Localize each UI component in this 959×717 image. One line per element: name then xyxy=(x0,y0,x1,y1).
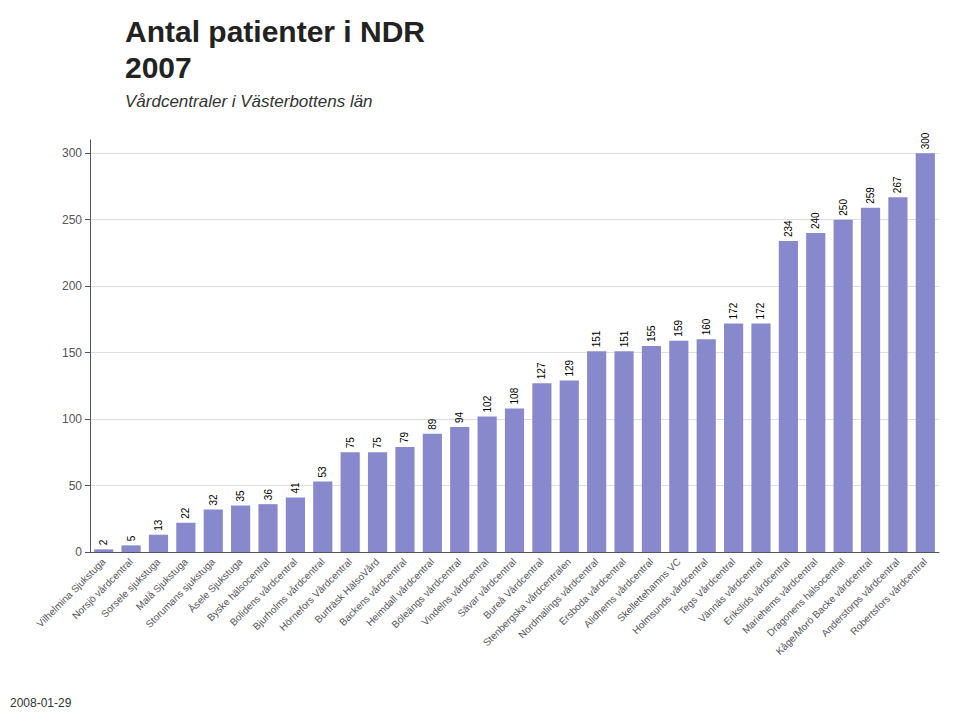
svg-text:41: 41 xyxy=(290,482,301,494)
svg-text:89: 89 xyxy=(427,418,438,430)
svg-text:2007: 2007 xyxy=(125,51,192,84)
svg-text:Backens vårdcentral: Backens vårdcentral xyxy=(337,556,409,628)
svg-text:300: 300 xyxy=(62,146,82,160)
svg-text:Kåge/Morö Backe vårdcentral: Kåge/Morö Backe vårdcentral xyxy=(774,556,875,657)
svg-text:Åsele Sjukstuga: Åsele Sjukstuga xyxy=(186,556,245,615)
svg-text:Nordmalings vårdcentral: Nordmalings vårdcentral xyxy=(516,556,601,641)
svg-text:Bjurholms vårdcentral: Bjurholms vårdcentral xyxy=(250,556,327,633)
svg-text:151: 151 xyxy=(619,330,630,347)
svg-text:Vilhelmina Sjukstuga: Vilhelmina Sjukstuga xyxy=(34,556,108,630)
svg-text:5: 5 xyxy=(126,535,137,541)
svg-text:Tegs Vårdcentral: Tegs Vårdcentral xyxy=(676,556,738,617)
svg-text:172: 172 xyxy=(755,302,766,319)
svg-text:Anderstorps vårdcentral: Anderstorps vårdcentral xyxy=(819,556,902,639)
svg-text:Böleängs vårdcentral: Böleängs vårdcentral xyxy=(389,556,464,631)
svg-text:Bolidens vårdcentral: Bolidens vårdcentral xyxy=(227,556,300,628)
svg-text:75: 75 xyxy=(345,437,356,449)
svg-text:160: 160 xyxy=(701,318,712,335)
svg-text:172: 172 xyxy=(728,302,739,319)
svg-text:Malå Sjukstuga: Malå Sjukstuga xyxy=(133,556,190,613)
svg-text:240: 240 xyxy=(810,212,821,229)
svg-text:102: 102 xyxy=(482,395,493,412)
svg-text:2: 2 xyxy=(98,539,109,545)
svg-text:159: 159 xyxy=(673,320,684,337)
svg-text:Byske hälsocentral: Byske hälsocentral xyxy=(204,556,272,624)
svg-text:300: 300 xyxy=(920,132,931,149)
svg-text:108: 108 xyxy=(509,387,520,404)
svg-text:2008-01-29: 2008-01-29 xyxy=(10,696,72,710)
svg-text:79: 79 xyxy=(399,431,410,443)
svg-text:Hörnefors Vårdcentral: Hörnefors Vårdcentral xyxy=(277,556,355,633)
svg-text:32: 32 xyxy=(208,494,219,506)
svg-text:Sävar vårdcentral: Sävar vårdcentral xyxy=(455,556,519,620)
svg-text:127: 127 xyxy=(536,362,547,379)
svg-text:Bureå Vårdcentral: Bureå Vårdcentral xyxy=(481,556,546,621)
svg-text:151: 151 xyxy=(591,330,602,347)
svg-text:0: 0 xyxy=(75,545,82,559)
svg-text:129: 129 xyxy=(564,359,575,376)
svg-text:Norsjö vårdcentral: Norsjö vårdcentral xyxy=(69,556,135,622)
svg-text:53: 53 xyxy=(317,466,328,478)
svg-text:Holmsunds vårdcentral: Holmsunds vårdcentral xyxy=(630,556,711,637)
svg-text:267: 267 xyxy=(892,176,903,193)
svg-text:22: 22 xyxy=(180,507,191,519)
svg-text:250: 250 xyxy=(838,199,849,216)
svg-text:Vindelns vårdcentral: Vindelns vårdcentral xyxy=(419,556,491,628)
svg-text:Sorsele sjukstuga: Sorsele sjukstuga xyxy=(98,556,163,620)
svg-text:Storumans sjukstuga: Storumans sjukstuga xyxy=(143,556,218,630)
svg-text:234: 234 xyxy=(783,220,794,237)
svg-text:35: 35 xyxy=(235,490,246,502)
svg-text:Erikslids vårdcentral: Erikslids vårdcentral xyxy=(721,556,793,628)
svg-text:Vårdcentraler i Västerbottens: Vårdcentraler i Västerbottens län xyxy=(125,92,373,111)
svg-text:Mariehems vårdcentral: Mariehems vårdcentral xyxy=(740,556,820,636)
svg-text:94: 94 xyxy=(454,412,465,424)
svg-text:Alidhems vårdcentral: Alidhems vårdcentral xyxy=(581,556,656,630)
svg-text:Antal patienter i NDR: Antal patienter i NDR xyxy=(125,15,425,48)
svg-text:Heimdall vårdcentral: Heimdall vårdcentral xyxy=(364,556,437,629)
svg-text:Burträsk HälsoVård: Burträsk HälsoVård xyxy=(312,556,382,626)
svg-text:Stenbergska vårdcentralen: Stenbergska vårdcentralen xyxy=(481,556,574,649)
svg-text:155: 155 xyxy=(646,325,657,342)
svg-text:100: 100 xyxy=(62,412,82,426)
svg-text:Skellettehamns VC: Skellettehamns VC xyxy=(614,556,683,624)
svg-text:Robertsfors vårdcentral: Robertsfors vårdcentral xyxy=(848,556,929,637)
svg-text:250: 250 xyxy=(62,213,82,227)
svg-text:36: 36 xyxy=(263,489,274,501)
svg-text:Dragonens hälsocentral: Dragonens hälsocentral xyxy=(764,556,847,639)
svg-text:Ersboda vårdcentral: Ersboda vårdcentral xyxy=(557,556,628,628)
svg-text:13: 13 xyxy=(153,519,164,531)
svg-text:75: 75 xyxy=(372,437,383,449)
svg-text:150: 150 xyxy=(62,346,82,360)
svg-text:50: 50 xyxy=(69,479,83,493)
svg-text:259: 259 xyxy=(865,187,876,204)
svg-text:200: 200 xyxy=(62,279,82,293)
svg-text:Vännäs vårdcentral: Vännäs vårdcentral xyxy=(696,556,765,625)
